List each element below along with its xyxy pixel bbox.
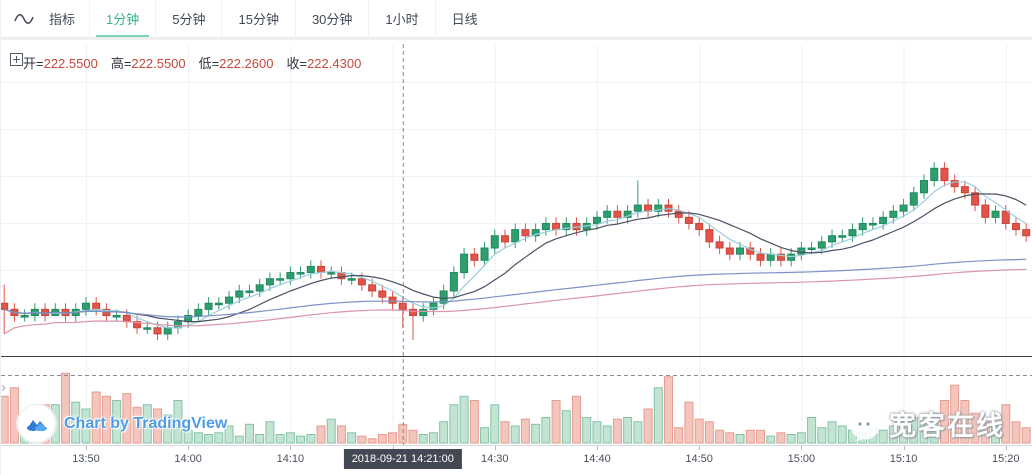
line-wave-icon bbox=[14, 13, 34, 24]
time-tick-label: 14:30 bbox=[480, 453, 509, 465]
chart-style-button[interactable] bbox=[1, 0, 47, 37]
tab-interval-1min[interactable]: 1分钟 bbox=[89, 0, 155, 37]
time-tick-label: 15:10 bbox=[889, 453, 918, 465]
legend-open: 开=222.5500 bbox=[23, 56, 98, 71]
time-axis-tick bbox=[699, 446, 701, 450]
crosshair-time-badge: 2018-09-21 14:21:00 bbox=[343, 449, 462, 469]
tab-interval-15min[interactable]: 15分钟 bbox=[221, 0, 294, 37]
brand-watermark: 宽客在线 bbox=[841, 404, 1005, 443]
time-tick-label: 14:50 bbox=[685, 453, 713, 465]
time-tick-label: 14:40 bbox=[583, 453, 611, 465]
time-axis-tick bbox=[801, 446, 803, 450]
watermark-text: 宽客在线 bbox=[889, 411, 1005, 441]
chart-toolbar: 指标 1分钟 5分钟 15分钟 30分钟 1小时 日线 bbox=[1, 0, 1032, 38]
legend-close: 收=222.4300 bbox=[286, 56, 362, 71]
tab-interval-1hour[interactable]: 1小时 bbox=[368, 0, 434, 37]
toolbar-divider bbox=[1, 37, 1032, 40]
time-axis-tick bbox=[494, 446, 496, 450]
time-tick-label: 15:00 bbox=[787, 453, 816, 465]
pane-collapse-arrow[interactable]: › bbox=[1, 379, 6, 396]
ohlc-legend: 开=222.5500 高=222.5500 低=222.2600 收=222.4… bbox=[10, 53, 361, 72]
time-tick-label: 14:00 bbox=[174, 453, 202, 465]
tradingview-attribution[interactable]: Chart by TradingView bbox=[17, 404, 227, 443]
legend-high: 高=222.5500 bbox=[110, 56, 186, 71]
chart-area[interactable]: 开=222.5500 高=222.5500 低=222.2600 收=222.4… bbox=[1, 40, 1032, 445]
time-axis-tick bbox=[392, 446, 394, 450]
legend-low: 低=222.2600 bbox=[198, 56, 274, 71]
attribution-text: Chart by TradingView bbox=[64, 414, 228, 432]
tab-interval-5min[interactable]: 5分钟 bbox=[155, 0, 221, 37]
time-tick-label: 13:50 bbox=[72, 453, 100, 465]
indicators-button[interactable]: 指标 bbox=[49, 12, 76, 27]
time-axis-tick bbox=[1005, 446, 1007, 450]
tab-interval-daily[interactable]: 日线 bbox=[434, 0, 494, 37]
tradingview-logo-icon bbox=[17, 404, 56, 443]
chart-canvas[interactable] bbox=[1, 40, 1032, 445]
time-axis-tick bbox=[903, 446, 905, 450]
tab-interval-30min[interactable]: 30分钟 bbox=[294, 0, 368, 37]
time-axis-tick bbox=[596, 446, 598, 450]
time-axis[interactable]: 2018-09-21 14:21:00 13:50 14:00 14:10 14:30… bbox=[1, 445, 1032, 475]
time-tick-label: 15:20 bbox=[991, 453, 1020, 465]
time-axis-tick bbox=[290, 446, 292, 450]
wechat-bubble-icon bbox=[843, 406, 879, 442]
time-axis-tick bbox=[188, 446, 190, 450]
time-tick-label: 14:10 bbox=[276, 453, 305, 465]
time-axis-tick bbox=[85, 446, 87, 450]
